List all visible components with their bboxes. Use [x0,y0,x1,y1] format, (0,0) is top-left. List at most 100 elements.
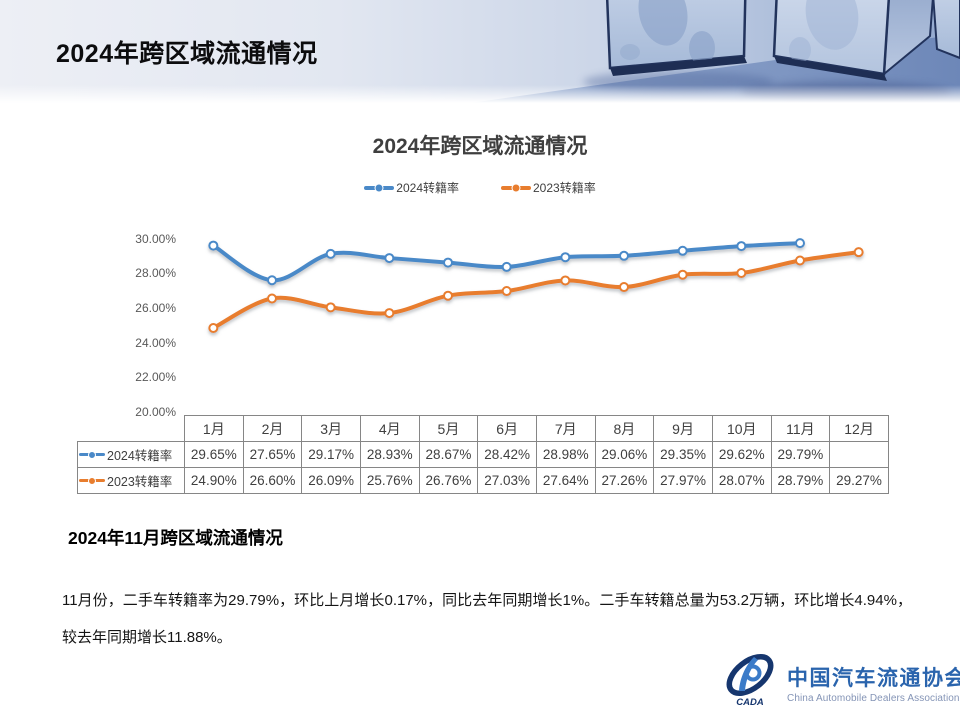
legend-key-line-icon [364,183,395,192]
table-cell: 24.90% [184,467,244,494]
legend-item: 2023转籍率 [501,179,596,196]
series-2023转籍率 [208,247,864,333]
section-title: 2024年11月跨区域流通情况 [68,528,283,548]
data-point-marker [619,250,629,261]
table-cell: 27.26% [594,467,655,494]
table-month-header: 5月 [418,415,479,442]
table-cell: 28.07% [711,467,772,494]
data-point-marker [736,267,747,278]
legend-key-line-icon [79,476,105,485]
table-month-header: 2月 [242,415,303,442]
legend-key-line-icon [501,183,531,192]
table-month-header: 12月 [829,415,889,442]
y-axis-tick-label: 24.00% [135,335,176,350]
table-row: 2023转籍率 24.90% 26.60% 26.09% 25.76% 26.76% 27.… [77,467,889,494]
data-point-marker [795,255,805,266]
data-point-marker [384,308,395,319]
cada-logo: CADA 中国汽车流通协会 China Automobile Dealers A… [724,653,960,709]
table-cell: 29.62% [711,441,772,468]
table-row-label-text: 2023转籍率 [107,475,173,489]
table-cell: 28.42% [477,441,537,468]
table-cell: 29.79% [770,441,831,468]
data-point-marker [677,269,688,280]
y-axis-tick-label: 22.00% [135,370,176,385]
data-point-marker [208,322,219,333]
data-point-marker [443,257,453,268]
table-month-header: 6月 [477,415,537,442]
data-point-marker [325,302,336,313]
legend-key-dot-icon [88,476,96,485]
table-cell: 29.27% [829,467,889,494]
slide-title: 2024年跨区域流通情况 [56,40,318,68]
header-banner: 2024年跨区域流通情况 [0,0,960,103]
table-row-label-inner: 2024转籍率 [79,445,183,464]
table-header-row: 1月 2月 3月 4月 5月 6月 7月 8月 9月 10月 11月 12月 [78,415,889,442]
table-cell: 26.60% [242,467,303,494]
data-point-marker [384,253,395,264]
series-2024转籍率 [208,238,805,286]
data-point-marker [619,282,629,293]
table-cell: 28.98% [535,441,596,468]
data-point-marker [736,241,747,252]
table-cell: 28.93% [359,441,420,468]
table-month-header: 8月 [594,415,655,442]
legend-item: 2024转籍率 [364,179,459,196]
table-row-label-text: 2024转籍率 [107,449,173,463]
data-point-marker [443,290,453,301]
data-point-marker [560,252,571,263]
data-point-marker [208,240,219,251]
legend-key-dot-icon [511,183,521,192]
table-cell: 27.64% [535,467,596,494]
line-chart-plot [208,238,864,333]
table-cell: 29.17% [301,441,361,468]
table-cell: 28.79% [770,467,831,494]
table-cell: 27.03% [477,467,537,494]
table-month-header: 11月 [770,415,831,442]
table-month-header: 9月 [653,415,713,442]
table-month-header: 7月 [535,415,596,442]
body-paragraph: 11月份，二手车转籍率为29.79%，环比上月增长0.17%，同比去年同期增长1… [62,592,912,646]
table-month-header: 3月 [301,415,361,442]
data-point-marker [795,238,805,249]
chart-legend: 2024转籍率 2023转籍率 [0,179,960,196]
y-axis-tick-label: 28.00% [135,266,176,281]
chart-data-table: 1月 2月 3月 4月 5月 6月 7月 8月 9月 10月 11月 12月 2024转籍率 29.65%… [77,415,889,494]
table-corner-cell [78,416,185,442]
data-point-marker [560,275,571,286]
table-cell: 29.06% [594,441,655,468]
svg-text:CADA: CADA [736,697,764,708]
table-month-header: 1月 [184,415,244,442]
legend-key-dot-icon [374,183,384,192]
data-point-marker [501,261,512,272]
logo-name-zh: 中国汽车流通协会 [787,666,960,690]
cada-logo-text: 中国汽车流通协会 China Automobile Dealers Associ… [787,653,960,704]
chart-title: 2024年跨区域流通情况 [372,135,588,158]
table-cell: 25.76% [359,467,420,494]
table-cell: 27.65% [242,441,303,468]
table-row-label: 2023转籍率 [77,467,185,494]
table-row-label-inner: 2023转籍率 [79,471,183,490]
table-month-header: 10月 [711,415,772,442]
y-axis-tick-label: 20.00% [135,405,176,419]
table-cell: 28.67% [418,441,479,468]
legend-key-dot-icon [88,450,96,459]
table-row-label: 2024转籍率 [77,441,185,468]
table-cell: 29.35% [653,441,713,468]
header-cubes-art [0,0,960,103]
data-point-marker [853,247,864,258]
table-cell: 26.76% [418,467,479,494]
table-cell [829,441,889,468]
legend-label: 2024转籍率 [396,181,459,195]
data-point-marker [267,275,277,286]
legend-label: 2023转籍率 [533,181,596,195]
data-point-marker [501,286,512,297]
data-point-marker [267,293,277,304]
table-row: 2024转籍率 29.65% 27.65% 29.17% 28.93% 28.67% 28.… [77,441,889,468]
y-axis-tick-label: 30.00% [135,231,176,246]
legend-key-line-icon [79,450,105,459]
table-cell: 26.09% [301,467,361,494]
data-point-marker [325,248,336,259]
table-cell: 27.97% [653,467,713,494]
table-month-header: 4月 [359,415,420,442]
logo-name-en: China Automobile Dealers Association [787,693,960,704]
